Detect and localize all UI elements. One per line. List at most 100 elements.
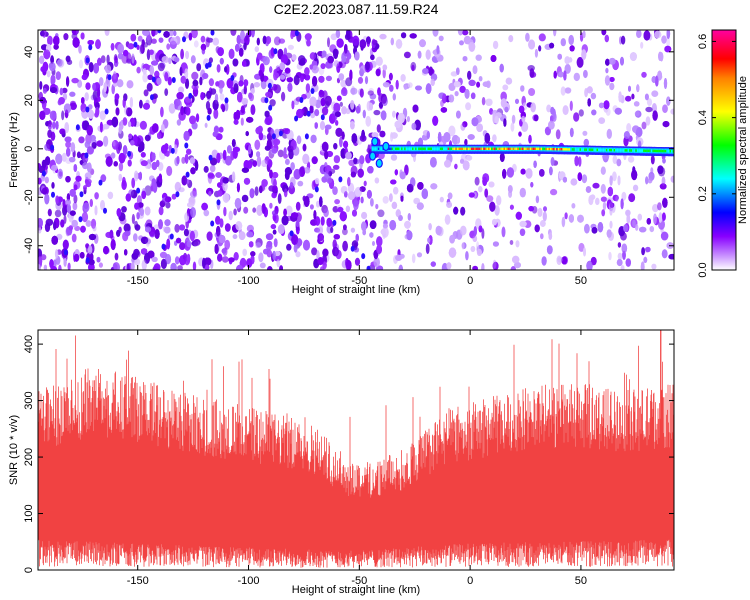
heatmap-noise-speck	[582, 30, 586, 38]
heatmap-noise-speck	[534, 49, 538, 58]
heatmap-noise-speck	[62, 198, 66, 209]
signal-core-cell	[396, 147, 399, 150]
signal-core-cell	[523, 147, 527, 150]
heatmap-noise-speck	[350, 227, 356, 233]
signal-core-cell	[515, 147, 519, 150]
heatmap-noise-speck	[212, 37, 219, 46]
heatmap-noise-speck	[58, 264, 62, 270]
heatmap-noise-speck	[202, 73, 209, 79]
heatmap-noise-speck	[51, 191, 55, 198]
heatmap-noise-speck	[553, 70, 557, 79]
heatmap-noise-speck	[79, 191, 84, 198]
heatmap-noise-speck	[178, 187, 185, 193]
heatmap-noise-speck	[285, 158, 290, 165]
signal-core-cell	[393, 147, 396, 150]
heatmap-noise-speck	[392, 110, 396, 118]
heatmap-noise-speck	[258, 132, 264, 141]
heatmap-y-tick-label: -40	[23, 238, 35, 254]
heatmap-noise-speck	[250, 104, 256, 115]
heatmap-noise-speck	[528, 39, 535, 50]
heatmap-noise-speck	[318, 75, 325, 83]
heatmap-noise-speck	[327, 37, 330, 48]
heatmap-y-tick-label: 0	[23, 146, 35, 152]
heatmap-noise-speck	[287, 44, 294, 50]
heatmap-noise-speck	[258, 252, 264, 263]
heatmap-noise-speck	[272, 172, 279, 179]
heatmap-noise-speck	[391, 201, 398, 209]
heatmap-noise-speck	[88, 233, 97, 241]
heatmap-noise-speck	[138, 171, 142, 181]
heatmap-noise-speck	[366, 189, 372, 199]
heatmap-noise-speck	[324, 150, 329, 160]
heatmap-noise-speck	[142, 72, 149, 83]
heatmap-noise-speck	[473, 226, 477, 237]
heatmap-noise-speck	[141, 190, 147, 200]
heatmap-noise-speck	[609, 220, 613, 229]
heatmap-noise-speck	[116, 79, 124, 88]
heatmap-noise-speck	[375, 68, 381, 77]
heatmap-noise-speck	[662, 158, 666, 164]
heatmap-noise-speck	[246, 231, 254, 238]
signal-core-cell	[615, 149, 618, 152]
heatmap-noise-speck	[65, 199, 71, 206]
heatmap-noise-speck	[338, 73, 345, 81]
heatmap-noise-speck	[362, 109, 366, 119]
heatmap-noise-speck	[159, 200, 166, 208]
heatmap-noise-speck	[291, 212, 299, 218]
heatmap-noise-speck	[166, 238, 171, 250]
heatmap-noise-speck	[253, 82, 260, 88]
heatmap-noise-speck	[365, 61, 370, 71]
heatmap-noise-speck	[75, 124, 80, 131]
heatmap-noise-speck	[134, 258, 141, 266]
heatmap-noise-speck	[450, 71, 458, 77]
signal-core-cell	[622, 149, 626, 152]
heatmap-noise-speck	[177, 265, 183, 270]
signal-core-cell	[607, 148, 610, 152]
heatmap-noise-speck	[359, 134, 367, 142]
heatmap-noise-speck	[419, 39, 426, 48]
heatmap-noise-speck	[224, 66, 228, 73]
heatmap-noise-speck	[463, 35, 471, 45]
heatmap-noise-speck	[621, 243, 628, 254]
heatmap-noise-speck	[196, 63, 202, 72]
heatmap-noise-speck	[481, 263, 485, 270]
heatmap-noise-speck	[425, 83, 432, 94]
heatmap-noise-speck	[304, 33, 312, 41]
heatmap-noise-speck	[632, 166, 636, 174]
heatmap-noise-speck	[97, 57, 102, 66]
heatmap-noise-speck	[411, 253, 416, 264]
heatmap-noise-speck	[60, 219, 65, 228]
heatmap-noise-speck	[663, 78, 668, 89]
heatmap-noise-speck	[88, 259, 95, 266]
heatmap-noise-speck	[302, 143, 307, 152]
heatmap-noise-speck	[654, 30, 662, 39]
heatmap-noise-speck	[66, 147, 71, 157]
signal-core-cell	[543, 147, 547, 151]
signal-core-cell	[470, 147, 474, 150]
heatmap-noise-speck	[174, 223, 180, 233]
heatmap-noise-speck	[238, 231, 246, 241]
signal-core-cell	[463, 147, 466, 150]
heatmap-noise-speck	[344, 191, 348, 198]
heatmap-noise-speck	[157, 132, 162, 140]
heatmap-noise-speck	[193, 239, 201, 246]
heatmap-noise-speck	[583, 138, 589, 147]
signal-core-cell	[464, 147, 468, 150]
signal-core-cell	[542, 147, 545, 151]
heatmap-noise-speck	[411, 122, 417, 130]
heatmap-noise-speck	[64, 122, 69, 134]
heatmap-noise-speck	[216, 225, 221, 237]
heatmap-noise-speck	[180, 75, 187, 84]
heatmap-noise-speck	[164, 72, 169, 82]
heatmap-noise-speck	[489, 201, 496, 212]
heatmap-noise-speck	[261, 203, 266, 214]
heatmap-noise-speck	[195, 113, 200, 123]
signal-core-cell	[581, 148, 584, 151]
heatmap-noise-speck	[509, 240, 514, 245]
heatmap-noise-speck	[444, 214, 451, 225]
heatmap-noise-speck	[265, 36, 272, 45]
heatmap-noise-speck	[189, 157, 195, 164]
heatmap-noise-speck	[59, 87, 64, 96]
heatmap-noise-speck	[265, 114, 273, 126]
heatmap-noise-speck	[640, 41, 644, 49]
